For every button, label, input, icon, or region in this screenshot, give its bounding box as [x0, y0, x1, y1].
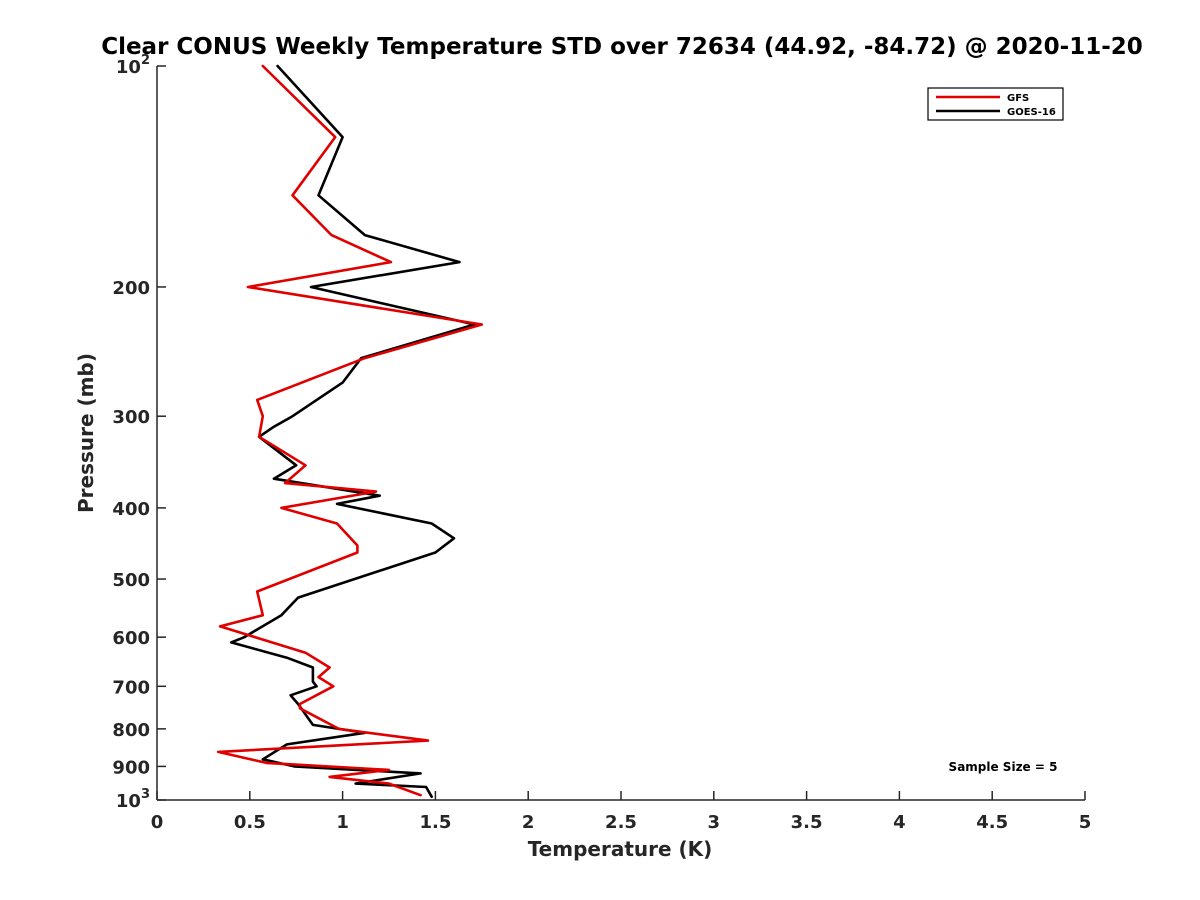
x-tick-label: 0.5	[234, 812, 266, 833]
x-tick-label: 0	[151, 812, 164, 833]
legend-label-goes16: GOES-16	[1007, 107, 1056, 118]
plot-axes: 0 0.5 1 1.5 2 2.5 3 3.5 4 4.5 5 102 200 300 400 500 600 7…	[112, 53, 1091, 833]
y-tick-label: 600	[112, 628, 150, 649]
y-tick-label: 900	[112, 757, 150, 778]
y-tick-label: 200	[112, 278, 150, 299]
legend-label-gfs: GFS	[1007, 93, 1029, 104]
legend-box	[927, 87, 1064, 121]
y-tick-label: 800	[112, 720, 150, 741]
legend: GFS GOES-16	[927, 87, 1064, 121]
x-tick-label: 1.5	[419, 812, 451, 833]
y-tick-label: 300	[112, 407, 150, 428]
x-tick-label: 1	[336, 812, 349, 833]
x-tick-label: 2	[522, 812, 535, 833]
x-tick-label: 4	[893, 812, 906, 833]
series-line-goes16	[229, 64, 476, 799]
x-tick-label: 3.5	[791, 812, 823, 833]
chart-title: Clear CONUS Weekly Temperature STD over …	[101, 34, 1143, 60]
y-tick-label: 700	[112, 677, 150, 698]
y-tick-label: 102	[116, 53, 150, 78]
x-tick-label: 5	[1079, 812, 1092, 833]
x-axis-label: Temperature (K)	[528, 837, 713, 861]
y-tick-label: 400	[112, 499, 150, 520]
y-tick-label: 103	[116, 787, 150, 812]
x-tick-label: 3	[708, 812, 721, 833]
series-layer	[216, 64, 484, 799]
series-line-gfs	[216, 64, 484, 797]
sample-size-annotation: Sample Size = 5	[949, 760, 1058, 774]
y-tick-label: 500	[112, 570, 150, 591]
x-tick-label: 2.5	[605, 812, 637, 833]
x-tick-label: 4.5	[976, 812, 1008, 833]
y-axis-label: Pressure (mb)	[74, 353, 98, 513]
